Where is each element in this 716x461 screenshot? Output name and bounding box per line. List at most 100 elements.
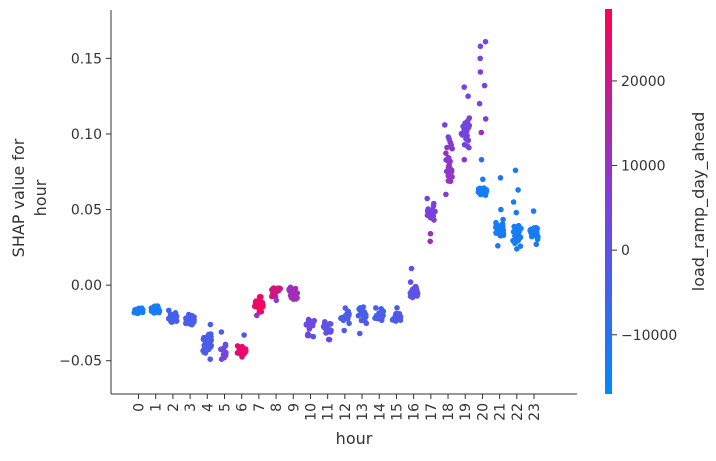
scatter-point	[304, 332, 311, 339]
scatter-point	[512, 167, 519, 174]
scatter-point	[189, 312, 195, 319]
scatter-point	[482, 38, 489, 45]
scatter-point	[256, 294, 263, 300]
x-tick-label: 0	[132, 403, 148, 412]
scatter-point	[527, 227, 534, 233]
scatter-point	[443, 191, 449, 198]
scatter-point	[378, 317, 385, 324]
scatter-point	[303, 321, 310, 327]
scatter-point	[482, 116, 489, 122]
scatter-point	[477, 187, 484, 194]
scatter-point	[462, 129, 468, 136]
y-axis-label-line2: hour	[31, 179, 50, 216]
scatter-point	[273, 297, 280, 304]
scatter-point	[497, 233, 504, 239]
y-axis-label-line1: SHAP value for	[9, 138, 28, 257]
scatter-point	[294, 295, 300, 301]
scatter-point	[515, 187, 521, 193]
scatter-point	[497, 175, 504, 181]
scatter-point	[291, 289, 297, 296]
scatter-points	[131, 38, 541, 363]
x-tick-label: 1	[149, 403, 165, 412]
scatter-point	[191, 319, 197, 325]
scatter-point	[207, 356, 213, 363]
scatter-point	[327, 329, 334, 335]
x-axis-label: hour	[336, 429, 373, 448]
scatter-point	[270, 285, 276, 292]
scatter-point	[530, 208, 537, 214]
scatter-point	[342, 305, 349, 311]
scatter-point	[533, 241, 540, 248]
scatter-point	[362, 318, 368, 324]
x-tick-label: 20	[475, 403, 491, 421]
scatter-point	[514, 246, 520, 252]
x-tick-label: 10	[303, 403, 319, 421]
scatter-point	[341, 314, 347, 320]
scatter-point	[427, 230, 434, 237]
x-tick-label: 12	[338, 403, 354, 421]
scatter-point	[394, 305, 400, 311]
scatter-point	[207, 344, 214, 350]
scatter-point	[465, 93, 471, 99]
scatter-point	[156, 308, 163, 314]
scatter-point	[427, 238, 434, 245]
scatter-point	[218, 329, 225, 335]
colorbar-label: load_ramp_day_ahead	[689, 112, 709, 292]
scatter-point	[135, 306, 141, 313]
colorbar-gradient	[605, 9, 612, 394]
colorbar-tick-label: 0	[621, 243, 630, 259]
colorbar-tick-label: 20000	[621, 74, 666, 90]
scatter-point	[534, 236, 541, 243]
scatter-point	[253, 312, 260, 319]
scatter-point	[481, 82, 488, 89]
scatter-point	[481, 190, 488, 196]
scatter-point	[442, 122, 448, 128]
x-tick-label: 19	[458, 403, 474, 421]
scatter-point	[396, 310, 403, 317]
x-tick-label: 18	[441, 403, 457, 421]
scatter-point	[239, 348, 246, 355]
scatter-point	[447, 158, 453, 165]
x-tick-label: 13	[355, 403, 371, 421]
scatter-point	[172, 310, 179, 316]
scatter-point	[373, 305, 379, 311]
x-tick-label: 23	[527, 403, 543, 421]
scatter-point	[517, 234, 523, 241]
scatter-point	[449, 145, 456, 152]
scatter-point	[272, 291, 278, 298]
scatter-point	[346, 320, 352, 327]
scatter-point	[152, 309, 158, 316]
y-tick-label: 0.05	[71, 203, 102, 219]
scatter-point	[166, 307, 172, 314]
scatter-point	[499, 221, 506, 227]
scatter-point	[324, 322, 331, 328]
scatter-point	[495, 243, 501, 249]
scatter-point	[363, 311, 369, 318]
scatter-point	[202, 350, 209, 356]
scatter-point	[461, 156, 468, 163]
scatter-point	[510, 237, 516, 244]
x-tick-label: 14	[372, 403, 388, 421]
y-tick-label: 0.15	[71, 51, 102, 67]
scatter-point	[356, 306, 362, 312]
scatter-point	[310, 333, 317, 340]
x-tick-label: 4	[200, 403, 216, 412]
scatter-point	[478, 156, 485, 163]
scatter-point	[463, 136, 469, 142]
scatter-point	[466, 122, 473, 129]
scatter-point	[429, 207, 436, 213]
scatter-point	[498, 206, 504, 213]
x-tick-label: 21	[493, 403, 509, 421]
scatter-point	[183, 316, 190, 323]
x-tick-label: 5	[217, 403, 233, 412]
x-tick-label: 22	[510, 403, 526, 421]
scatter-point	[326, 336, 333, 343]
scatter-point	[409, 294, 416, 301]
scatter-point	[277, 285, 284, 292]
scatter-point	[478, 129, 485, 136]
x-tick-label: 7	[252, 403, 268, 412]
colorbar: −10000 0 10000 20000 load_ramp_day_ahead	[605, 9, 709, 394]
scatter-point	[407, 279, 414, 285]
scatter-point	[203, 334, 210, 340]
scatter-point	[357, 330, 363, 337]
